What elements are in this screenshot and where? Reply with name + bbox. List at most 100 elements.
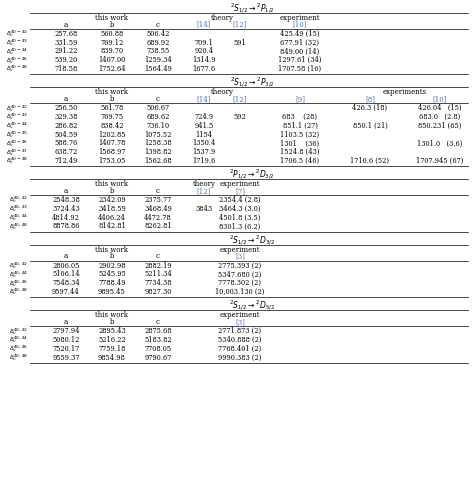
Text: $^{2}S_{1/2} \rightarrow ^{2}P_{3/2}$: $^{2}S_{1/2} \rightarrow ^{2}P_{3/2}$ xyxy=(229,76,274,91)
Text: 683.0   (2.8): 683.0 (2.8) xyxy=(419,113,461,121)
Text: 1259.34: 1259.34 xyxy=(144,56,172,64)
Text: a: a xyxy=(64,187,68,195)
Text: 592: 592 xyxy=(234,113,246,121)
Text: $\delta_{v}^{40-46}$: $\delta_{v}^{40-46}$ xyxy=(6,138,28,149)
Text: a: a xyxy=(64,95,68,103)
Text: $\delta_{v}^{40,42}$: $\delta_{v}^{40,42}$ xyxy=(9,260,28,271)
Text: 677.91 (32): 677.91 (32) xyxy=(281,39,319,47)
Text: 7768.401 (2): 7768.401 (2) xyxy=(219,345,262,353)
Text: 1706.5 (46): 1706.5 (46) xyxy=(281,157,319,165)
Text: 8142.81: 8142.81 xyxy=(98,222,126,230)
Text: 1719.6: 1719.6 xyxy=(192,157,216,165)
Text: 838.42: 838.42 xyxy=(100,122,124,130)
Text: 1154: 1154 xyxy=(195,131,212,138)
Text: 5106.14: 5106.14 xyxy=(52,271,80,278)
Text: this work: this work xyxy=(95,88,128,96)
Text: c: c xyxy=(156,95,160,103)
Text: 1537.9: 1537.9 xyxy=(192,148,216,156)
Text: 1753.05: 1753.05 xyxy=(98,157,126,165)
Text: 588.76: 588.76 xyxy=(55,139,78,147)
Text: 2902.98: 2902.98 xyxy=(98,262,126,270)
Text: $\delta_{v}^{40,44}$: $\delta_{v}^{40,44}$ xyxy=(9,212,28,223)
Text: $\delta_{v}^{40-43}$: $\delta_{v}^{40-43}$ xyxy=(6,112,28,122)
Text: 331.59: 331.59 xyxy=(55,39,78,47)
Text: 2797.94: 2797.94 xyxy=(52,327,80,335)
Text: $\delta_{v}^{40-44}$: $\delta_{v}^{40-44}$ xyxy=(6,120,28,131)
Text: $^{2}S_{1/2} \rightarrow ^{2}P_{1/2}$: $^{2}S_{1/2} \rightarrow ^{2}P_{1/2}$ xyxy=(229,2,274,16)
Text: 256.50: 256.50 xyxy=(55,104,78,112)
Text: 1752.64: 1752.64 xyxy=(98,65,126,73)
Text: theory: theory xyxy=(192,180,216,188)
Text: 2875.68: 2875.68 xyxy=(144,327,172,335)
Text: 9597.44: 9597.44 xyxy=(52,288,80,296)
Text: 849.00 (14): 849.00 (14) xyxy=(281,47,319,55)
Text: 9854.98: 9854.98 xyxy=(98,354,126,362)
Text: 5216.22: 5216.22 xyxy=(98,336,126,344)
Text: a: a xyxy=(64,318,68,326)
Text: 504.59: 504.59 xyxy=(55,131,78,138)
Text: 850.1 (21): 850.1 (21) xyxy=(353,122,387,130)
Text: 769.75: 769.75 xyxy=(100,113,124,121)
Text: 3843: 3843 xyxy=(195,205,212,213)
Text: c: c xyxy=(156,21,160,29)
Text: a: a xyxy=(64,21,68,29)
Text: 2882.19: 2882.19 xyxy=(144,262,172,270)
Text: [12]: [12] xyxy=(197,187,211,195)
Text: 506.42: 506.42 xyxy=(146,30,170,38)
Text: 9827.30: 9827.30 xyxy=(144,288,172,296)
Text: 426.04   (15): 426.04 (15) xyxy=(418,104,462,112)
Text: 3724.43: 3724.43 xyxy=(52,205,80,213)
Text: 2895.43: 2895.43 xyxy=(98,327,126,335)
Text: 7788.49: 7788.49 xyxy=(98,279,126,287)
Text: 2806.05: 2806.05 xyxy=(52,262,80,270)
Text: b: b xyxy=(110,95,114,103)
Text: $^{2}S_{1/2} \rightarrow ^{2}D_{3/2}$: $^{2}S_{1/2} \rightarrow ^{2}D_{3/2}$ xyxy=(229,233,275,248)
Text: 560.88: 560.88 xyxy=(100,30,124,38)
Text: 5183.82: 5183.82 xyxy=(144,336,172,344)
Text: 712.49: 712.49 xyxy=(55,157,78,165)
Text: 1407.00: 1407.00 xyxy=(99,56,126,64)
Text: 689.92: 689.92 xyxy=(146,39,170,47)
Text: 7734.38: 7734.38 xyxy=(144,279,172,287)
Text: this work: this work xyxy=(95,245,128,254)
Text: 1103.5 (32): 1103.5 (32) xyxy=(281,131,319,138)
Text: 1075.52: 1075.52 xyxy=(144,131,172,138)
Text: 2771.873 (2): 2771.873 (2) xyxy=(219,327,262,335)
Text: 2548.38: 2548.38 xyxy=(52,196,80,204)
Text: $\delta_{v}^{40,48}$: $\delta_{v}^{40,48}$ xyxy=(9,221,28,232)
Text: $\delta_{v}^{40-42}$: $\delta_{v}^{40-42}$ xyxy=(6,103,28,114)
Text: [14]: [14] xyxy=(197,21,211,29)
Text: [12]: [12] xyxy=(233,95,247,103)
Text: 1568.97: 1568.97 xyxy=(98,148,126,156)
Text: [10]: [10] xyxy=(293,21,307,29)
Text: 9790.67: 9790.67 xyxy=(145,354,172,362)
Text: 9895.45: 9895.45 xyxy=(98,288,126,296)
Text: b: b xyxy=(110,318,114,326)
Text: 5245.95: 5245.95 xyxy=(98,271,126,278)
Text: $^{2}S_{1/2} \rightarrow ^{2}D_{5/2}$: $^{2}S_{1/2} \rightarrow ^{2}D_{5/2}$ xyxy=(229,299,275,313)
Text: 1707.945 (67): 1707.945 (67) xyxy=(416,157,464,165)
Text: 9559.37: 9559.37 xyxy=(52,354,80,362)
Text: 850.231 (65): 850.231 (65) xyxy=(419,122,462,130)
Text: 1398.82: 1398.82 xyxy=(144,148,172,156)
Text: 738.55: 738.55 xyxy=(146,47,170,55)
Text: 5080.12: 5080.12 xyxy=(52,336,80,344)
Text: 7708.05: 7708.05 xyxy=(145,345,172,353)
Text: 920.4: 920.4 xyxy=(194,47,214,55)
Text: experiment: experiment xyxy=(280,14,320,22)
Text: $\delta_{v}^{40,46}$: $\delta_{v}^{40,46}$ xyxy=(9,344,28,354)
Text: $\delta_{v}^{40-43}$: $\delta_{v}^{40-43}$ xyxy=(6,37,28,48)
Text: $\delta_{v}^{40,46}$: $\delta_{v}^{40,46}$ xyxy=(9,278,28,289)
Text: [8]: [8] xyxy=(365,95,375,103)
Text: this work: this work xyxy=(95,311,128,319)
Text: 5211.34: 5211.34 xyxy=(144,271,172,278)
Text: [12]: [12] xyxy=(233,21,247,29)
Text: 941.5: 941.5 xyxy=(194,122,214,130)
Text: 506.67: 506.67 xyxy=(146,104,170,112)
Text: c: c xyxy=(156,253,160,261)
Text: a: a xyxy=(64,253,68,261)
Text: $\delta_{v}^{40-45}$: $\delta_{v}^{40-45}$ xyxy=(6,129,28,140)
Text: $\delta_{v}^{40,43}$: $\delta_{v}^{40,43}$ xyxy=(9,204,28,214)
Text: 1301.0   (3.6): 1301.0 (3.6) xyxy=(417,139,463,147)
Text: [3]: [3] xyxy=(235,318,245,326)
